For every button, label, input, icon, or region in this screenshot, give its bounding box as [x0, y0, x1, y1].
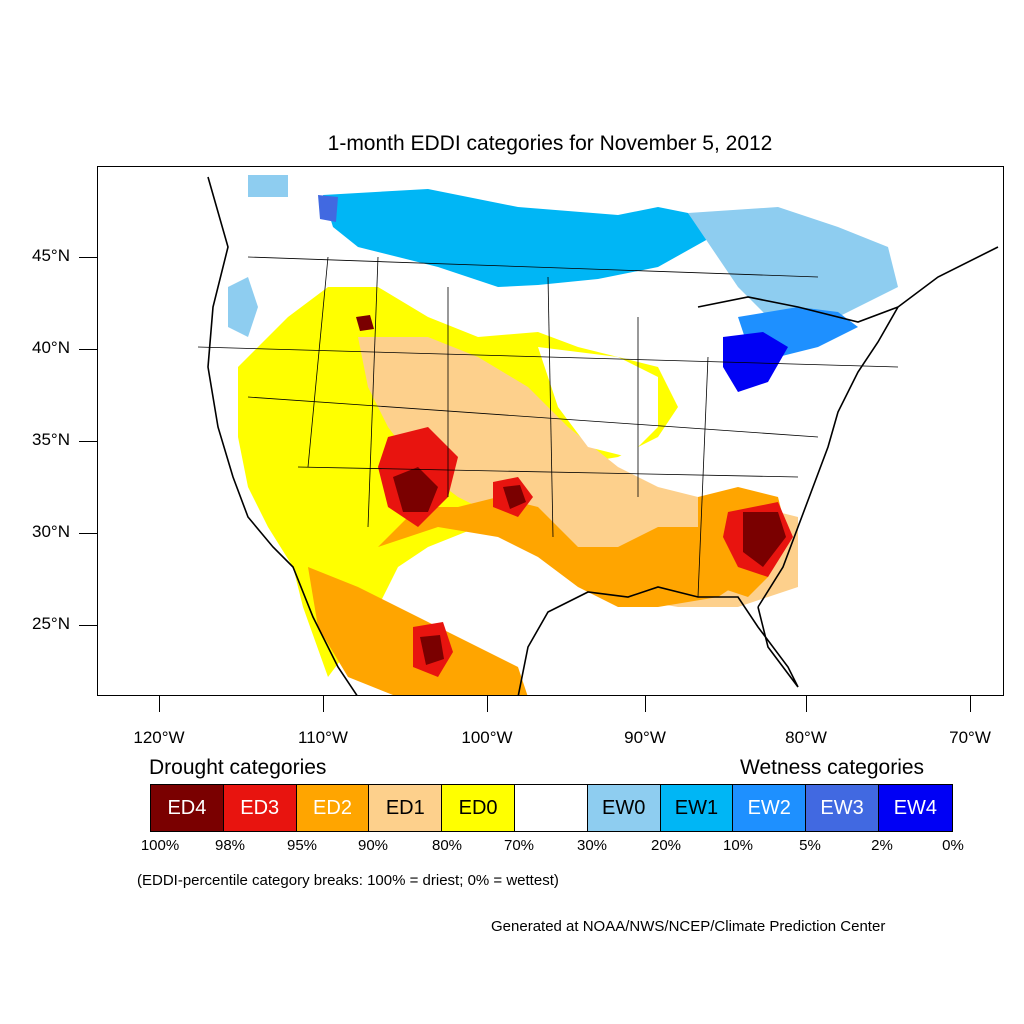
region-ed4-mexico [420, 635, 444, 665]
break-label-95: 95% [286, 837, 318, 854]
region-ed4-carolinas [743, 512, 786, 567]
break-label-0: 0% [942, 837, 964, 854]
legend-box-ew1: EW1 [660, 785, 734, 831]
legend-label-ew2: EW2 [747, 796, 791, 819]
region-ew0-pacific [228, 277, 258, 337]
legend-label-ew0: EW0 [602, 796, 646, 819]
break-label-10: 10% [722, 837, 754, 854]
legend-box-ew3: EW3 [806, 785, 879, 831]
lat-label-45: 45°N [32, 246, 70, 265]
legend-box-normal [514, 785, 588, 831]
lon-tick-90 [645, 696, 646, 712]
lon-label-70: 70°W [949, 728, 991, 747]
break-label-20: 20% [650, 837, 682, 854]
region-ed4-kansas [503, 485, 526, 509]
legend-box-ed0: ED0 [442, 785, 515, 831]
region-ew0-canada [248, 175, 288, 197]
legend-box-ew0: EW0 [587, 785, 661, 831]
lon-tick-70 [970, 696, 971, 712]
credit-line: Generated at NOAA/NWS/NCEP/Climate Predi… [491, 918, 886, 935]
break-label-70: 70% [503, 837, 535, 854]
lon-tick-80 [806, 696, 807, 712]
map-canvas [197, 175, 999, 695]
legend-label-ed1: ED1 [385, 796, 425, 819]
break-label-30: 30% [576, 837, 608, 854]
legend-label-ew3: EW3 [820, 796, 864, 819]
legend-box-ew2: EW2 [733, 785, 807, 831]
lon-label-120: 120°W [133, 728, 185, 747]
lat-label-30: 30°N [32, 522, 70, 541]
legend-label-ed3: ED3 [240, 796, 280, 819]
lat-tick-35 [79, 441, 97, 442]
legend-label-ew1: EW1 [674, 796, 719, 819]
region-ed2-south [378, 497, 748, 607]
break-label-5: 5% [799, 837, 821, 854]
category-regions [228, 175, 898, 695]
lon-tick-100 [487, 696, 488, 712]
break-label-98: 98% [214, 837, 246, 854]
legend-label-ed2: ED2 [313, 796, 352, 819]
lon-tick-120 [159, 696, 160, 712]
legend-label-ed0: ED0 [458, 796, 498, 819]
lon-tick-110 [323, 696, 324, 712]
region-ew0-canada-east [688, 207, 898, 327]
lat-tick-40 [79, 349, 97, 350]
lat-label-40: 40°N [32, 338, 70, 357]
category-legend: ED4 ED3 ED2 ED1 ED0 EW0 EW1 EW2 EW3 EW4 [150, 784, 953, 832]
state-borders [197, 256, 899, 598]
break-label-100: 100% [140, 837, 180, 854]
category-note: (EDDI-percentile category breaks: 100% =… [137, 872, 559, 889]
region-ew3-nw [318, 195, 338, 222]
legend-box-ed3: ED3 [223, 785, 297, 831]
region-ew1-canada [323, 189, 708, 287]
lon-label-110: 110°W [298, 728, 348, 747]
region-ed4-colorado [393, 467, 438, 512]
lat-tick-45 [79, 257, 97, 258]
wetness-heading: Wetness categories [740, 756, 925, 779]
region-ed4-idaho [356, 315, 374, 331]
map-title: 1-month EDDI categories for November 5, … [327, 132, 773, 155]
lon-label-80: 80°W [785, 728, 827, 747]
lat-label-35: 35°N [32, 430, 70, 449]
lon-label-90: 90°W [624, 728, 666, 747]
lat-tick-25 [79, 625, 97, 626]
region-ew4-lakes [723, 332, 788, 392]
lat-tick-30 [79, 533, 97, 534]
legend-label-ed4: ED4 [167, 796, 207, 819]
drought-heading: Drought categories [149, 756, 327, 779]
eddi-map [97, 166, 1004, 696]
region-normal-midwest [538, 347, 658, 457]
legend-label-ew4: EW4 [893, 796, 938, 819]
break-label-80: 80% [431, 837, 463, 854]
break-label-90: 90% [357, 837, 389, 854]
break-label-2: 2% [871, 837, 893, 854]
lon-label-100: 100°W [461, 728, 513, 747]
legend-box-ed1: ED1 [369, 785, 443, 831]
legend-box-ew4: EW4 [878, 785, 952, 831]
lat-label-25: 25°N [32, 614, 70, 633]
legend-box-ed2: ED2 [296, 785, 370, 831]
legend-box-ed4: ED4 [151, 785, 224, 831]
